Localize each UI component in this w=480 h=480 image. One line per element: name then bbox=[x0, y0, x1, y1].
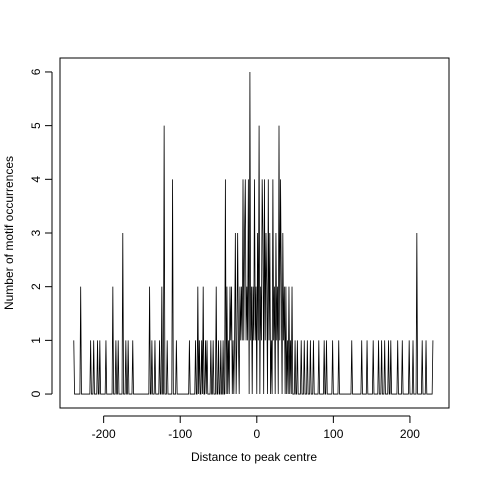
x-axis-label: Distance to peak centre bbox=[191, 450, 317, 464]
y-tick-label: 6 bbox=[29, 68, 43, 75]
y-axis-label: Number of motif occurrences bbox=[2, 156, 16, 310]
y-tick-label: 5 bbox=[29, 122, 43, 129]
data-line bbox=[73, 71, 434, 395]
y-tick-label: 1 bbox=[29, 337, 43, 344]
x-tick-label: -200 bbox=[92, 427, 116, 441]
x-tick-label: 200 bbox=[400, 427, 420, 441]
y-tick-label: 3 bbox=[29, 229, 43, 236]
x-tick-label: 0 bbox=[253, 427, 260, 441]
y-tick-label: 4 bbox=[29, 176, 43, 183]
y-tick-label: 2 bbox=[29, 283, 43, 290]
plot-box bbox=[59, 57, 450, 409]
y-tick-label: 0 bbox=[29, 390, 43, 397]
x-tick-label: 100 bbox=[323, 427, 343, 441]
x-tick-label: -100 bbox=[168, 427, 192, 441]
